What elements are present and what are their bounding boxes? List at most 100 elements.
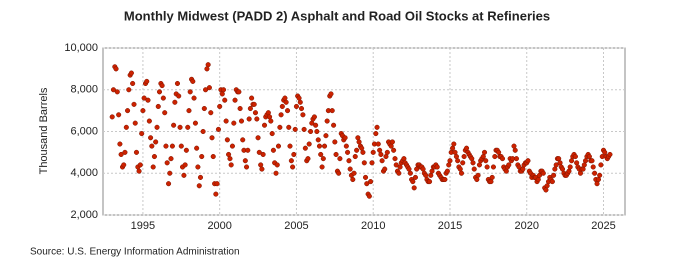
data-point — [488, 179, 494, 185]
data-point — [246, 116, 252, 122]
data-point — [350, 176, 356, 183]
data-point — [397, 164, 403, 170]
data-point — [223, 118, 229, 124]
data-point — [464, 145, 470, 151]
data-point — [598, 162, 604, 168]
data-point — [166, 181, 172, 187]
data-point — [407, 170, 413, 176]
data-point — [187, 89, 193, 95]
data-point — [168, 156, 174, 162]
data-point — [511, 143, 517, 149]
data-point — [496, 149, 502, 155]
y-tick-label: 4,000 — [70, 167, 98, 179]
data-point — [286, 124, 292, 130]
data-point — [265, 110, 271, 116]
data-point — [169, 143, 175, 149]
data-point — [388, 143, 394, 149]
data-point — [410, 179, 416, 185]
data-point — [361, 160, 367, 166]
data-point — [553, 162, 559, 168]
data-point — [352, 154, 358, 160]
data-point — [224, 137, 230, 143]
data-point — [458, 170, 465, 176]
data-point — [411, 185, 417, 191]
data-point — [130, 80, 136, 87]
data-point — [323, 133, 329, 139]
data-point — [315, 137, 321, 143]
data-point — [354, 147, 360, 153]
data-point — [190, 78, 196, 84]
data-point — [301, 126, 307, 132]
data-point — [602, 149, 608, 155]
data-point — [174, 80, 181, 87]
data-point — [278, 112, 284, 118]
data-point — [481, 149, 488, 155]
data-point — [183, 147, 189, 153]
data-point — [210, 154, 216, 160]
data-point — [321, 143, 328, 149]
data-point — [382, 166, 388, 172]
data-point — [489, 174, 495, 180]
data-point — [320, 156, 326, 162]
data-point — [345, 149, 351, 155]
data-point — [506, 162, 512, 168]
data-point — [116, 112, 122, 118]
data-point — [247, 105, 253, 112]
data-point — [442, 176, 448, 183]
data-point — [311, 114, 317, 120]
data-point — [475, 172, 481, 178]
data-point — [292, 126, 298, 132]
data-point — [259, 166, 265, 172]
data-point — [594, 181, 600, 187]
data-point — [574, 160, 580, 166]
data-point — [284, 108, 291, 114]
data-point — [566, 168, 572, 174]
data-point — [305, 156, 311, 162]
data-point — [237, 105, 243, 112]
data-point — [369, 160, 375, 166]
data-point — [195, 164, 201, 170]
data-point — [392, 156, 398, 162]
data-point — [586, 154, 592, 160]
data-point — [268, 118, 274, 124]
y-tick-label: 10,000 — [64, 42, 98, 54]
data-point — [342, 135, 348, 141]
data-point — [351, 170, 357, 176]
data-point — [595, 176, 601, 183]
data-point — [110, 87, 116, 93]
data-point — [455, 158, 461, 164]
chart-title: Monthly Midwest (PADD 2) Asphalt and Roa… — [124, 8, 550, 23]
data-point — [126, 87, 132, 93]
x-tick-label: 1995 — [131, 220, 155, 232]
data-point — [270, 147, 276, 153]
data-point — [567, 164, 573, 170]
data-point — [476, 162, 483, 168]
data-point — [332, 139, 338, 145]
data-point — [140, 108, 146, 114]
data-point — [447, 158, 453, 164]
data-point — [252, 110, 259, 116]
x-tick-label: 2015 — [438, 220, 462, 232]
data-point — [483, 158, 489, 164]
data-point — [199, 154, 205, 160]
data-point — [228, 162, 234, 168]
data-point — [133, 149, 140, 155]
data-point — [328, 91, 334, 97]
y-axis-label: Thousand Barrels — [38, 87, 50, 174]
data-point — [356, 139, 362, 145]
data-point — [277, 124, 283, 130]
data-point — [151, 154, 157, 160]
data-point — [551, 172, 557, 178]
data-point — [572, 154, 578, 160]
data-point — [461, 154, 467, 160]
data-point — [206, 85, 212, 91]
data-point — [512, 147, 518, 153]
data-point — [178, 143, 184, 149]
data-point — [412, 174, 418, 180]
data-point — [300, 112, 306, 118]
data-point — [219, 91, 225, 97]
data-point — [167, 170, 173, 176]
data-point — [452, 149, 458, 155]
data-point — [113, 66, 119, 72]
data-point — [314, 128, 320, 135]
